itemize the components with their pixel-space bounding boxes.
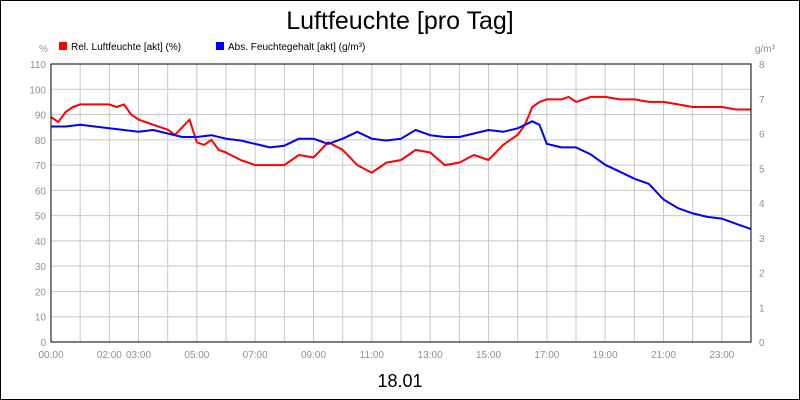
x-tick-label: 19:00 (593, 350, 618, 361)
x-tick-label: 03:00 (126, 350, 151, 361)
y-left-tick-label: 70 (35, 161, 47, 172)
y-left-axis: 0 10 20 30 40 50 60 70 80 90 100 110 (29, 60, 46, 349)
y-right-tick-label: 7 (759, 95, 765, 106)
x-tick-label: 21:00 (651, 350, 676, 361)
x-tick-label: 11:00 (360, 350, 385, 361)
legend: Rel. Luftfeuchte [akt] (%) Abs. Feuchteg… (59, 42, 365, 53)
plot-area (50, 63, 752, 343)
x-tick-label: 09:00 (301, 350, 326, 361)
grid (50, 63, 752, 343)
y-right-tick-label: 8 (759, 60, 765, 71)
date-label: 18.01 (377, 371, 422, 391)
y-left-tick-label: 30 (35, 262, 47, 273)
legend-label-rel-humidity: Rel. Luftfeuchte [akt] (%) (71, 42, 181, 53)
y-right-unit: g/m³ (755, 44, 776, 55)
chart-title: Luftfeuchte [pro Tag] (286, 7, 513, 35)
y-right-tick-label: 3 (759, 234, 765, 245)
y-left-tick-label: 100 (29, 85, 46, 96)
y-left-tick-label: 50 (35, 212, 47, 223)
y-left-tick-label: 40 (35, 237, 47, 248)
x-tick-label: 15:00 (476, 350, 501, 361)
x-tick-label: 07:00 (243, 350, 268, 361)
series-line-rel-humidity (50, 95, 751, 174)
series-layer (50, 95, 752, 231)
y-right-axis: 0 1 2 3 4 5 6 7 8 (759, 60, 765, 349)
y-right-tick-label: 2 (759, 269, 765, 280)
y-left-tick-label: 60 (35, 186, 47, 197)
x-tick-label: 00:00 (38, 350, 63, 361)
y-right-tick-label: 4 (759, 199, 765, 210)
x-axis: 00:00 02:00 03:00 05:00 07:00 09:00 11:00 13:00… (38, 350, 734, 361)
x-tick-label: 23:00 (709, 350, 734, 361)
y-left-tick-label: 20 (35, 287, 47, 298)
x-tick-label: 05:00 (184, 350, 209, 361)
y-right-tick-label: 1 (759, 303, 765, 314)
x-tick-label: 13:00 (418, 350, 443, 361)
y-right-tick-label: 5 (759, 164, 765, 175)
y-left-tick-label: 80 (35, 136, 47, 147)
y-left-tick-label: 10 (35, 313, 47, 324)
y-left-tick-label: 90 (35, 111, 47, 122)
y-left-tick-label: 0 (40, 338, 46, 349)
y-right-tick-label: 0 (759, 338, 765, 349)
y-right-tick-label: 6 (759, 130, 765, 141)
legend-swatch-rel-humidity (59, 42, 67, 50)
y-left-unit: % (39, 44, 48, 55)
series-line-abs-humidity (51, 120, 752, 231)
y-left-tick-label: 110 (30, 60, 46, 71)
legend-swatch-abs-humidity (216, 42, 224, 50)
x-tick-label: 02:00 (97, 350, 122, 361)
x-tick-label: 17:00 (534, 350, 559, 361)
legend-label-abs-humidity: Abs. Feuchtegehalt [akt] (g/m³) (228, 42, 365, 53)
